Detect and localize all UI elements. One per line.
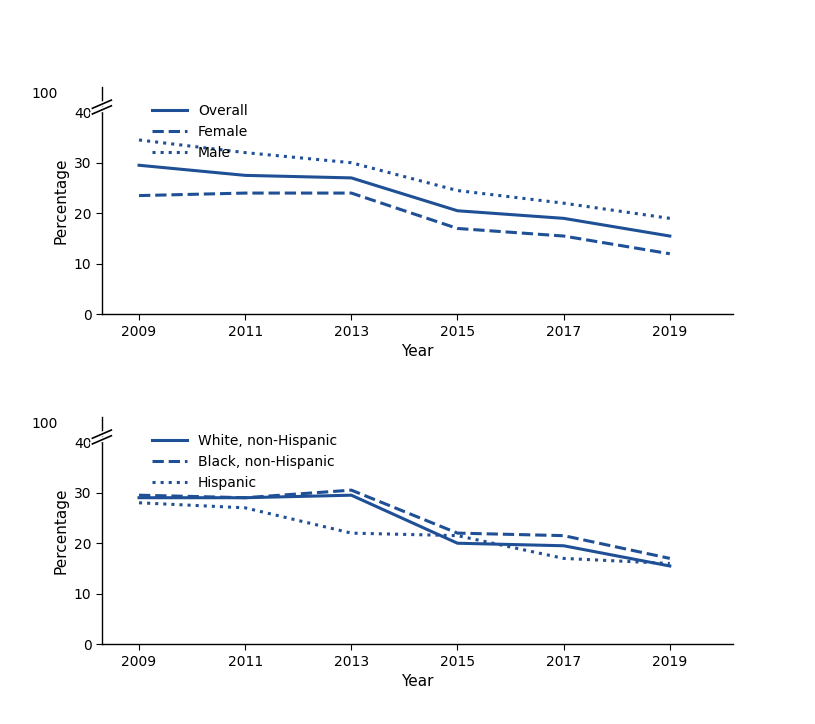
- Y-axis label: Percentage: Percentage: [53, 487, 68, 574]
- X-axis label: Year: Year: [402, 674, 434, 689]
- Text: 100: 100: [31, 87, 58, 101]
- Legend: White, non-Hispanic, Black, non-Hispanic, Hispanic: White, non-Hispanic, Black, non-Hispanic…: [147, 429, 343, 495]
- X-axis label: Year: Year: [402, 345, 434, 359]
- Text: 100: 100: [31, 417, 58, 431]
- Y-axis label: Percentage: Percentage: [53, 157, 68, 244]
- Legend: Overall, Female, Male: Overall, Female, Male: [147, 98, 254, 165]
